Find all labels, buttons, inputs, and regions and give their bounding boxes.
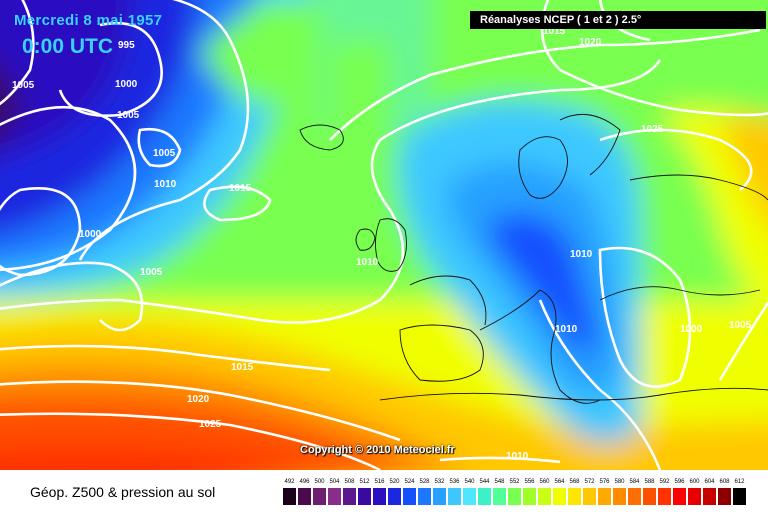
- isobar-label: 1025: [641, 124, 664, 135]
- legend-swatch: [523, 488, 536, 505]
- isobar-label: 1020: [187, 394, 210, 405]
- legend-swatch: [583, 488, 596, 505]
- weather-map: 1005 995 1000 1005 1005 1010 1000 1015 1…: [0, 0, 768, 470]
- legend-swatch: [688, 488, 701, 505]
- legend-value: 580: [614, 479, 625, 485]
- legend-value: 516: [374, 479, 385, 485]
- source-label: Réanalyses NCEP ( 1 et 2 ) 2.5°: [470, 11, 766, 29]
- isobar-label: 1010: [154, 179, 177, 190]
- legend-value: 604: [704, 479, 715, 485]
- isobar-label: 1010: [555, 324, 578, 335]
- legend-value: 532: [434, 479, 445, 485]
- isobar-label: 995: [118, 40, 135, 51]
- legend-value: 528: [419, 479, 430, 485]
- legend-value: 496: [299, 479, 310, 485]
- legend-swatch: [673, 488, 686, 505]
- legend-value: 572: [584, 479, 595, 485]
- isobar-label: 1005: [153, 148, 176, 159]
- legend-swatch: [703, 488, 716, 505]
- legend-value: 584: [629, 479, 640, 485]
- legend-swatch: [613, 488, 626, 505]
- legend-swatch: [658, 488, 671, 505]
- legend-swatch: [403, 488, 416, 505]
- coastlines: [299, 113, 768, 404]
- isobars: [0, 0, 768, 470]
- legend-swatch: [343, 488, 356, 505]
- legend-value: 508: [344, 479, 355, 485]
- isobar-label: 1005: [140, 267, 163, 278]
- legend-swatch: [463, 488, 476, 505]
- legend-value: 576: [599, 479, 610, 485]
- legend-value: 544: [479, 479, 490, 485]
- legend-value: 596: [674, 479, 685, 485]
- legend-value: 560: [539, 479, 550, 485]
- legend-value: 540: [464, 479, 475, 485]
- legend-value: 504: [329, 479, 340, 485]
- isobar-label: 1025: [199, 419, 222, 430]
- time-title: 0:00 UTC: [22, 35, 114, 58]
- legend-swatch: [733, 488, 746, 505]
- legend-value: 552: [509, 479, 520, 485]
- legend-swatch: [508, 488, 521, 505]
- legend-value: 524: [404, 479, 415, 485]
- isobar-labels: 1005 995 1000 1005 1005 1010 1000 1015 1…: [12, 26, 752, 462]
- isobar-label: 1000: [680, 324, 703, 335]
- map-canvas: 1005 995 1000 1005 1005 1010 1000 1015 1…: [0, 0, 768, 470]
- legend-value: 592: [659, 479, 670, 485]
- isobar-label: 1010: [356, 257, 379, 268]
- legend-swatch: [358, 488, 371, 505]
- legend-value: 512: [359, 479, 370, 485]
- isobar-label: 1010: [570, 249, 593, 260]
- legend-swatch: [553, 488, 566, 505]
- isobar-label: 1000: [115, 79, 138, 90]
- legend-value: 612: [734, 479, 745, 485]
- legend-swatch: [328, 488, 341, 505]
- legend-swatch: [493, 488, 506, 505]
- legend-value: 536: [449, 479, 460, 485]
- color-legend: 492 496 500 504 508 512 516 520 524 528 532 536 540 5…: [283, 479, 751, 507]
- legend-swatch: [568, 488, 581, 505]
- legend-swatch: [448, 488, 461, 505]
- geopotential-field: [0, 0, 768, 470]
- legend-swatch: [718, 488, 731, 505]
- legend-swatch: [418, 488, 431, 505]
- isobar-label: 1005: [117, 110, 140, 121]
- copyright-label: Copyright © 2010 Meteociel.fr: [300, 444, 455, 456]
- field-description: Géop. Z500 & pression au sol: [30, 484, 216, 500]
- legend-swatch: [538, 488, 551, 505]
- legend-value: 500: [314, 479, 325, 485]
- isobar-label: 1005: [12, 80, 35, 91]
- legend-value: 564: [554, 479, 565, 485]
- legend-swatch: [478, 488, 491, 505]
- legend-value: 492: [284, 479, 295, 485]
- isobar-label: 1015: [229, 183, 252, 194]
- isobar-label: 1005: [729, 320, 752, 331]
- isobar-label: 1010: [506, 451, 529, 462]
- legend-value: 556: [524, 479, 535, 485]
- legend-value: 588: [644, 479, 655, 485]
- legend-swatch: [628, 488, 641, 505]
- legend-swatch: [283, 488, 296, 505]
- isobar-label: 1015: [543, 26, 566, 37]
- isobar-label: 1000: [79, 229, 102, 240]
- legend-value: 608: [719, 479, 730, 485]
- legend-swatch: [388, 488, 401, 505]
- legend-value: 568: [569, 479, 580, 485]
- legend-swatch: [433, 488, 446, 505]
- isobar-label: 1015: [231, 362, 254, 373]
- legend-swatch: [598, 488, 611, 505]
- legend-swatch: [373, 488, 386, 505]
- legend-swatch: [298, 488, 311, 505]
- legend-swatch: [313, 488, 326, 505]
- legend-value: 600: [689, 479, 700, 485]
- legend-value: 520: [389, 479, 400, 485]
- legend-swatch: [643, 488, 656, 505]
- legend-value: 548: [494, 479, 505, 485]
- isobar-label: 1020: [579, 37, 602, 48]
- date-title: Mercredi 8 mai 1957: [14, 12, 163, 29]
